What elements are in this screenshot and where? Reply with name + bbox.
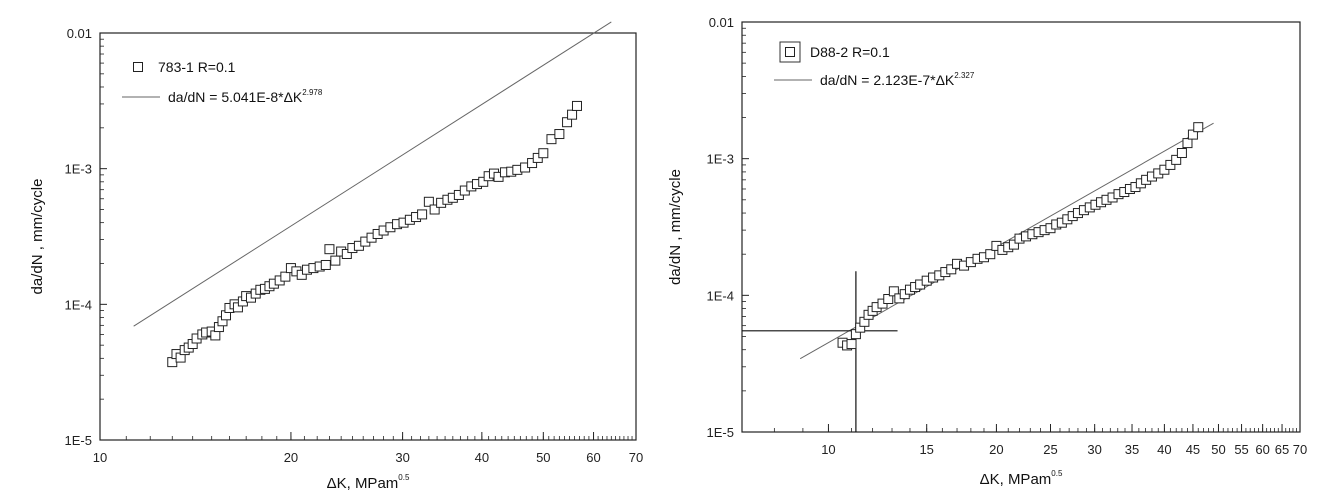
x-axis-title-text: ΔK, MPam <box>980 471 1052 488</box>
data-point <box>538 148 549 159</box>
x-axis-title-exponent: 0.5 <box>398 473 410 482</box>
x-tick-label: 50 <box>1211 442 1225 457</box>
data-point <box>324 244 335 255</box>
data-point <box>527 158 538 169</box>
y-axis-title: da/dN , mm/cycle <box>29 179 46 295</box>
data-point <box>562 117 573 128</box>
data-point <box>571 100 582 111</box>
y-tick-label: 1E-3 <box>65 162 92 177</box>
x-axis-title-text: ΔK, MPam <box>327 475 399 492</box>
legend-fit-label: da/dN = 2.123E-7*ΔK2.327 <box>820 71 975 88</box>
x-tick-label: 20 <box>989 442 1003 457</box>
data-point <box>341 248 352 259</box>
y-tick-label: 1E-3 <box>707 152 734 167</box>
data-point <box>280 271 291 282</box>
legend-fit-label: da/dN = 5.041E-8*ΔK2.978 <box>168 88 323 105</box>
y-tick-label: 1E-4 <box>65 297 92 312</box>
plot-frame <box>741 21 1301 433</box>
data-point <box>1176 148 1187 159</box>
data-point <box>567 109 578 120</box>
data-point <box>1193 122 1204 133</box>
data-point <box>1008 239 1019 250</box>
data-point <box>883 294 894 305</box>
data-point <box>478 176 489 187</box>
data-point <box>1182 138 1193 149</box>
y-tick-label: 1E-4 <box>707 288 734 303</box>
y-tick-label: 0.01 <box>709 15 734 30</box>
x-tick-label: 50 <box>536 450 550 465</box>
x-tick-label: 55 <box>1234 442 1248 457</box>
x-tick-label: 60 <box>1255 442 1269 457</box>
data-point <box>417 209 428 220</box>
data-point <box>320 259 331 270</box>
y-tick-label: 1E-5 <box>707 425 734 440</box>
x-tick-label: 30 <box>395 450 409 465</box>
legend-fit-label-text: da/dN = 2.123E-7*ΔK <box>820 72 955 88</box>
y-axis-title: da/dN , mm/cycle <box>667 169 684 285</box>
x-tick-label: 70 <box>1293 442 1307 457</box>
data-point <box>846 339 857 350</box>
legend-highlight-box <box>779 41 801 63</box>
x-tick-label: 10 <box>93 450 107 465</box>
legend-marker-label: D88-2 R=0.1 <box>810 44 890 60</box>
data-point <box>1171 154 1182 165</box>
x-tick-label: 30 <box>1087 442 1101 457</box>
data-point <box>888 286 899 297</box>
chart-783-1: 1E-5 1E-4 1E-3 0.01 10 20 30 40 50 60 70 da/dN , mm… <box>29 21 643 492</box>
data-point <box>296 269 307 280</box>
x-tick-label: 60 <box>586 450 600 465</box>
legend-marker-symbol <box>133 62 143 72</box>
x-axis-title-exponent: 0.5 <box>1051 469 1063 478</box>
x-tick-label: 20 <box>284 450 298 465</box>
x-tick-label: 35 <box>1125 442 1139 457</box>
legend-fit-exponent: 2.327 <box>954 71 975 80</box>
x-axis-title: ΔK, MPam0.5 <box>980 469 1063 488</box>
power-law-fit-line <box>133 21 612 327</box>
data-point <box>210 330 221 341</box>
x-tick-label: 25 <box>1043 442 1057 457</box>
x-tick-label: 40 <box>475 450 489 465</box>
data-point <box>946 264 957 275</box>
x-tick-label: 10 <box>821 442 835 457</box>
y-tick-label: 0.01 <box>67 26 92 41</box>
x-tick-label: 40 <box>1157 442 1171 457</box>
data-point <box>1187 129 1198 140</box>
data-point <box>546 134 557 145</box>
chart-d88-2: 1E-5 1E-4 1E-3 0.01 10 15 20 25 30 35 40 45 50 55 60 65… <box>667 15 1307 488</box>
legend-marker-label: 783-1 R=0.1 <box>158 59 236 75</box>
data-point <box>330 255 341 266</box>
legend-fit-label-text: da/dN = 5.041E-8*ΔK <box>168 89 303 105</box>
x-tick-label: 15 <box>919 442 933 457</box>
data-point <box>985 249 996 260</box>
legend-fit-exponent: 2.978 <box>302 88 323 97</box>
data-point <box>1165 159 1176 170</box>
data-point <box>429 204 440 215</box>
legend-marker-symbol <box>785 47 795 57</box>
x-tick-label: 70 <box>629 450 643 465</box>
x-tick-label: 45 <box>1186 442 1200 457</box>
plot-frame <box>99 32 637 441</box>
x-axis-title: ΔK, MPam0.5 <box>327 473 410 492</box>
data-point <box>423 196 434 207</box>
y-tick-label: 1E-5 <box>65 433 92 448</box>
data-point <box>554 129 565 140</box>
x-tick-label: 65 <box>1275 442 1289 457</box>
